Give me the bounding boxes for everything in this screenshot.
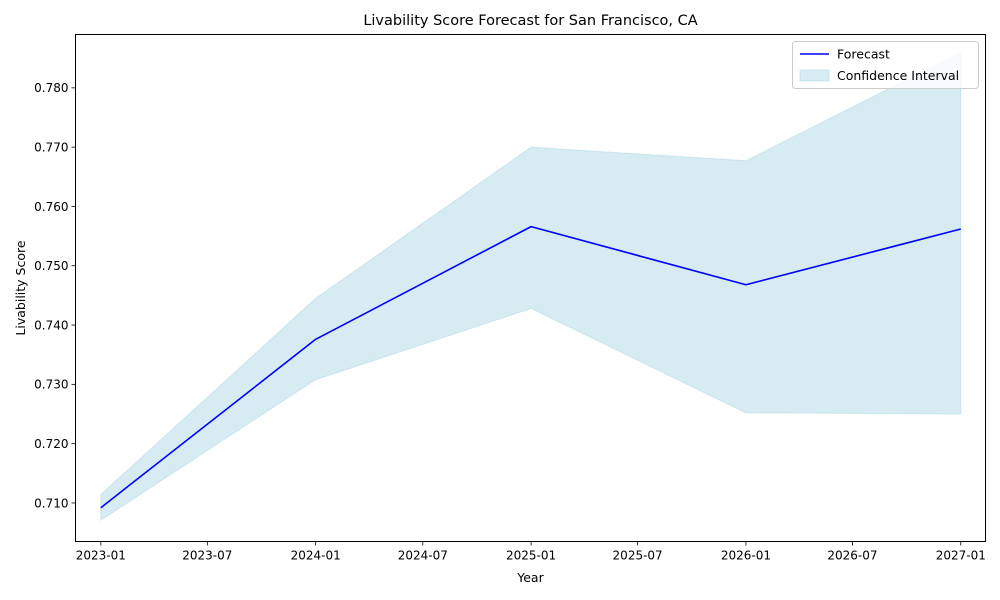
x-tick-label: 2023-01 xyxy=(76,549,126,563)
x-tick-label: 2026-07 xyxy=(827,549,877,563)
x-axis: 2023-01 2023-07 2024-01 2024-07 2025-01 2025-… xyxy=(76,541,986,563)
x-tick-label: 2027-01 xyxy=(936,549,986,563)
y-axis-label: Livability Score xyxy=(13,240,28,335)
plot-area xyxy=(100,51,962,522)
y-axis: 0.710 0.720 0.730 0.740 0.750 0.760 0.770 0.780 xyxy=(34,81,76,510)
legend: Forecast Confidence Interval xyxy=(792,41,979,89)
x-axis-label: Year xyxy=(516,570,544,585)
confidence-interval-band xyxy=(100,51,962,522)
chart-title: Livability Score Forecast for San Franci… xyxy=(363,13,697,29)
y-tick-label: 0.740 xyxy=(34,318,68,332)
y-tick-label: 0.770 xyxy=(34,140,68,154)
legend-forecast-label: Forecast xyxy=(837,47,890,62)
y-tick-label: 0.720 xyxy=(34,437,68,451)
legend-frame xyxy=(792,41,979,89)
x-tick-label: 2025-01 xyxy=(506,549,556,563)
y-tick-label: 0.710 xyxy=(34,496,68,510)
x-tick-label: 2026-01 xyxy=(721,549,771,563)
y-tick-label: 0.760 xyxy=(34,200,68,214)
x-tick-label: 2025-07 xyxy=(613,549,663,563)
y-tick-label: 0.750 xyxy=(34,259,68,273)
legend-ci-swatch xyxy=(799,69,830,82)
y-tick-label: 0.730 xyxy=(34,378,68,392)
x-tick-label: 2024-01 xyxy=(291,549,341,563)
x-tick-label: 2024-07 xyxy=(398,549,448,563)
plot-frame xyxy=(75,34,986,542)
forecast-line xyxy=(100,225,961,509)
legend-ci-label: Confidence Interval xyxy=(837,68,959,83)
x-tick-label: 2023-07 xyxy=(182,549,232,563)
y-tick-label: 0.780 xyxy=(34,81,68,95)
